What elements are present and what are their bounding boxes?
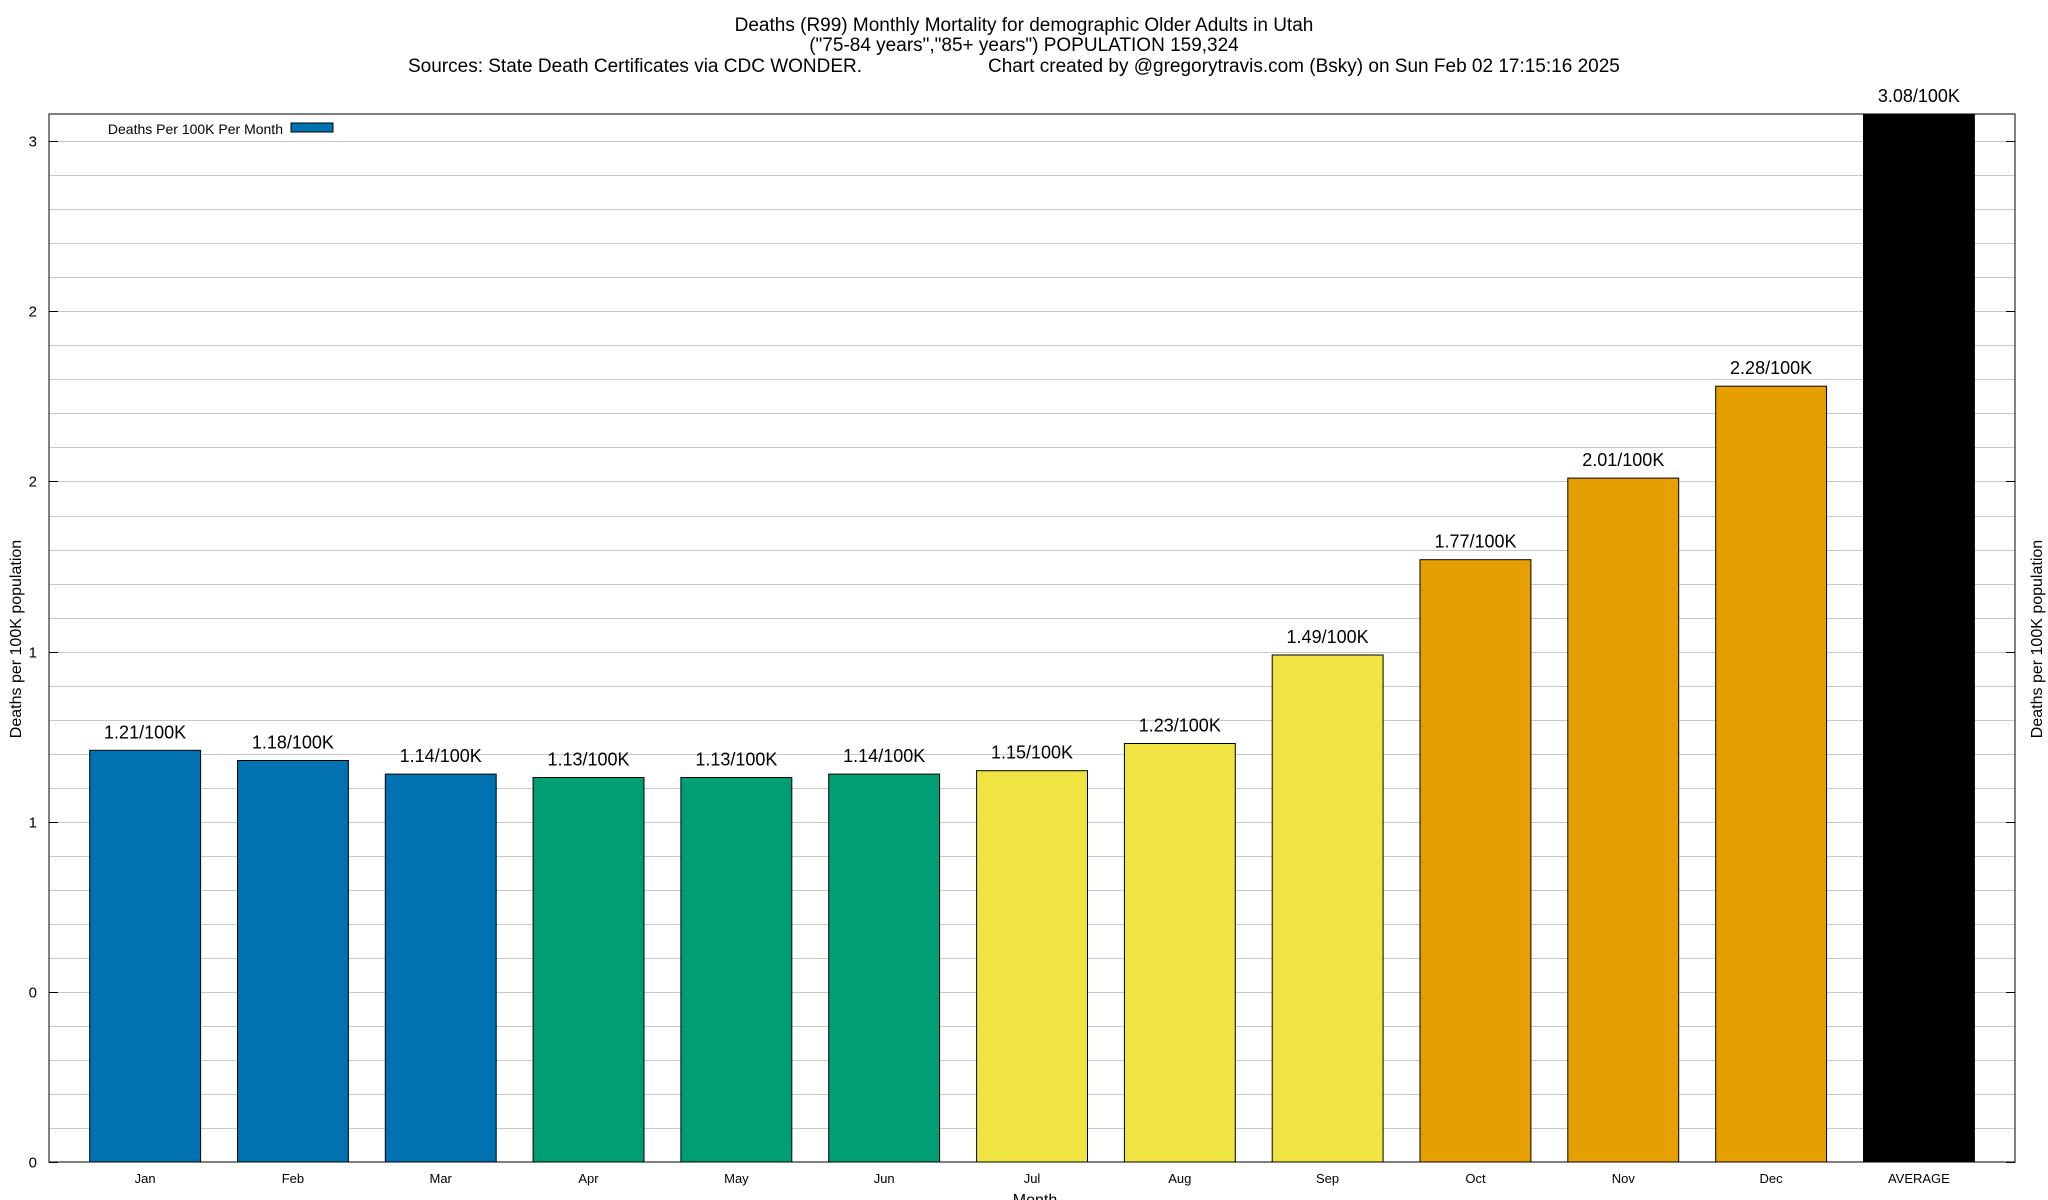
x-tick-label: Feb xyxy=(282,1171,304,1186)
bar-apr xyxy=(532,777,645,1163)
data-label: 1.15/100K xyxy=(991,743,1073,763)
data-label: 1.21/100K xyxy=(104,722,186,742)
chart-sources: Sources: State Death Certificates via CD… xyxy=(408,56,862,77)
data-label: 1.13/100K xyxy=(695,750,777,770)
x-tick-label: May xyxy=(724,1171,749,1186)
data-label: 3.08/100K xyxy=(1878,86,1960,106)
bars xyxy=(89,113,1975,1163)
legend-entry-label: Deaths Per 100K Per Month xyxy=(108,121,283,137)
data-label: 1.14/100K xyxy=(400,746,482,766)
legend: Deaths Per 100K Per Month xyxy=(108,121,334,137)
x-tick-label: Oct xyxy=(1465,1171,1486,1186)
bar-mar xyxy=(384,773,497,1163)
x-axis-tick-labels: Jan Feb Mar Apr May Jun Jul Aug Sep Oct Nov Dec AVER… xyxy=(135,1171,1951,1186)
data-label: 1.49/100K xyxy=(1287,627,1369,647)
data-label: 1.18/100K xyxy=(252,733,334,753)
bar-aug xyxy=(1123,743,1236,1163)
data-label: 1.77/100K xyxy=(1434,532,1516,552)
data-label: 1.23/100K xyxy=(1139,716,1221,736)
bar-dec xyxy=(1715,385,1828,1163)
data-label: 2.01/100K xyxy=(1582,450,1664,470)
x-tick-label: Jun xyxy=(874,1171,895,1186)
y-tick-label: 1 xyxy=(29,815,37,832)
y-tick-label: 0 xyxy=(29,985,37,1002)
plot-frame xyxy=(48,113,2016,1163)
x-tick-label: Apr xyxy=(578,1171,599,1186)
x-tick-label: Mar xyxy=(430,1171,453,1186)
x-tick-label: Jul xyxy=(1024,1171,1041,1186)
x-tick-label: Jan xyxy=(135,1171,156,1186)
bar-sep xyxy=(1271,654,1384,1163)
bar-jun xyxy=(828,773,941,1163)
chart-credit: Chart created by @gregorytravis.com (Bsk… xyxy=(988,56,1620,77)
bar-jul xyxy=(976,770,1088,1163)
chart-subtitle: ("75-84 years","85+ years") POPULATION 1… xyxy=(809,35,1239,56)
bar-average xyxy=(1863,113,1975,1163)
x-axis-label: Month xyxy=(1013,1192,1057,1200)
x-tick-label: Dec xyxy=(1760,1171,1784,1186)
x-tick-label: AVERAGE xyxy=(1888,1171,1950,1186)
data-label: 2.28/100K xyxy=(1730,358,1812,378)
y-tick-label: 2 xyxy=(29,304,37,321)
y2-axis-label: Deaths per 100K population xyxy=(2029,540,2046,738)
y-tick-label: 3 xyxy=(29,134,37,151)
y-axis-ticks: 0 0 1 1 2 2 3 xyxy=(29,134,2015,1172)
x-tick-label: Aug xyxy=(1168,1171,1191,1186)
bar-oct xyxy=(1419,559,1532,1163)
x-tick-label: Sep xyxy=(1316,1171,1339,1186)
y-tick-label: 2 xyxy=(29,474,37,491)
data-label: 1.13/100K xyxy=(547,750,629,770)
bar-nov xyxy=(1567,477,1680,1163)
x-tick-label: Nov xyxy=(1612,1171,1636,1186)
data-labels: 1.21/100K 1.18/100K 1.14/100K 1.13/100K 1.13… xyxy=(104,86,1960,770)
chart-title: Deaths (R99) Monthly Mortality for demog… xyxy=(735,15,1314,36)
data-label: 1.14/100K xyxy=(843,746,925,766)
bar-may xyxy=(680,777,793,1163)
y-tick-label: 1 xyxy=(29,645,37,662)
legend-swatch xyxy=(290,122,334,133)
y-tick-label: 0 xyxy=(29,1155,37,1172)
bar-jan xyxy=(89,749,202,1163)
y-axis-label: Deaths per 100K population xyxy=(8,540,25,738)
bar-feb xyxy=(237,760,349,1163)
